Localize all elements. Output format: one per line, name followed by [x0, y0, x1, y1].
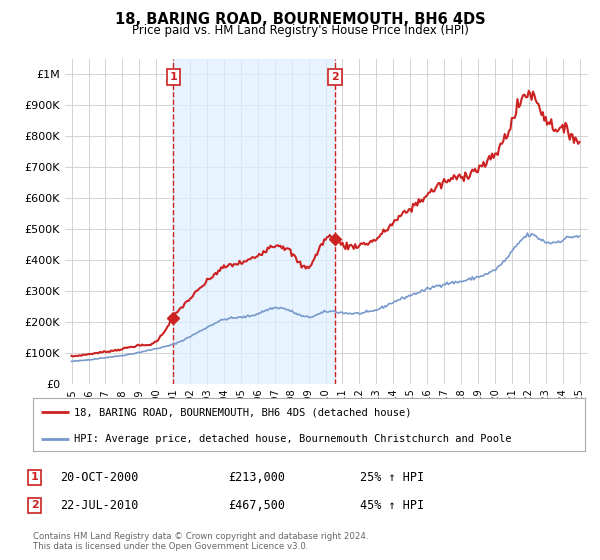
Text: Contains HM Land Registry data © Crown copyright and database right 2024.
This d: Contains HM Land Registry data © Crown c… — [33, 532, 368, 552]
Text: £213,000: £213,000 — [228, 470, 285, 484]
Text: 22-JUL-2010: 22-JUL-2010 — [60, 498, 139, 512]
Text: 18, BARING ROAD, BOURNEMOUTH, BH6 4DS (detached house): 18, BARING ROAD, BOURNEMOUTH, BH6 4DS (d… — [74, 408, 412, 418]
Text: £467,500: £467,500 — [228, 498, 285, 512]
Text: 2: 2 — [331, 72, 339, 82]
Text: 45% ↑ HPI: 45% ↑ HPI — [360, 498, 424, 512]
Text: 18, BARING ROAD, BOURNEMOUTH, BH6 4DS: 18, BARING ROAD, BOURNEMOUTH, BH6 4DS — [115, 12, 485, 27]
Text: 20-OCT-2000: 20-OCT-2000 — [60, 470, 139, 484]
Text: Price paid vs. HM Land Registry's House Price Index (HPI): Price paid vs. HM Land Registry's House … — [131, 24, 469, 37]
Text: 25% ↑ HPI: 25% ↑ HPI — [360, 470, 424, 484]
Text: 2: 2 — [31, 500, 38, 510]
Text: 1: 1 — [31, 472, 38, 482]
Text: HPI: Average price, detached house, Bournemouth Christchurch and Poole: HPI: Average price, detached house, Bour… — [74, 434, 512, 444]
Text: 1: 1 — [169, 72, 177, 82]
Bar — [173, 59, 335, 384]
